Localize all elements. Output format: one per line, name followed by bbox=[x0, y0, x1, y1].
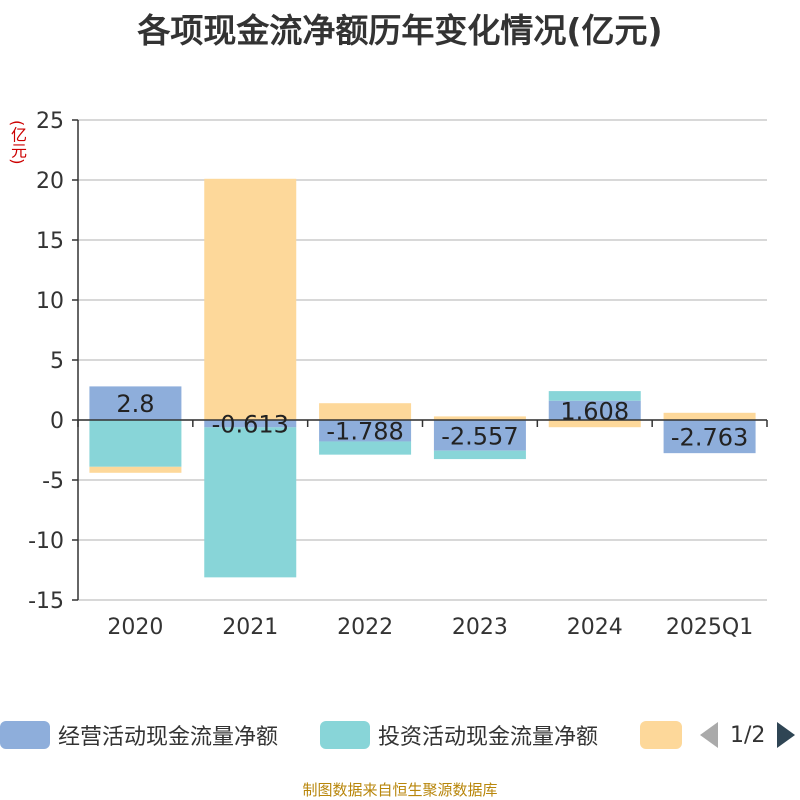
data-label-2025Q1: -2.763 bbox=[671, 424, 748, 452]
bar-2021-series-0[interactable] bbox=[204, 420, 297, 428]
chart-title: 各项现金流净额历年变化情况(亿元) bbox=[137, 11, 663, 50]
bar-2020-series-0[interactable] bbox=[89, 386, 182, 420]
data-label-2024: 1.608 bbox=[560, 397, 629, 425]
legend-page-indicator: 1/2 bbox=[730, 722, 766, 748]
legend-next-icon[interactable] bbox=[777, 722, 796, 748]
axes: 25 20 15 10 5 0 -5 -10 -15 2020 2021 2022 2023 2024 20… bbox=[28, 109, 768, 640]
bar-2023-series-1[interactable] bbox=[433, 450, 526, 460]
bar-2023-series-2[interactable] bbox=[433, 416, 526, 420]
bar-2022-series-1[interactable] bbox=[319, 441, 412, 455]
bar-2024-series-2[interactable] bbox=[548, 420, 641, 428]
bar-2024-series-1[interactable] bbox=[548, 391, 641, 401]
legend-pager: 1/2 bbox=[700, 720, 796, 750]
y-tick-label: -5 bbox=[42, 469, 64, 494]
x-tick-label: 2021 bbox=[222, 615, 278, 640]
x-tick-label: 2020 bbox=[107, 615, 163, 640]
bar-2025Q1-series-2[interactable] bbox=[663, 412, 756, 420]
data-label-2020: 2.8 bbox=[116, 390, 154, 418]
legend: 经营活动现金流量净额 投资活动现金流量净额 1/2 bbox=[0, 712, 800, 756]
legend-item-investing[interactable]: 投资活动现金流量净额 bbox=[320, 720, 598, 750]
data-label-2022: -1.788 bbox=[326, 418, 403, 446]
bar-2022-series-2[interactable] bbox=[319, 403, 412, 420]
x-tick-label: 2023 bbox=[452, 615, 508, 640]
bars bbox=[89, 178, 756, 578]
y-tick-label: -15 bbox=[28, 589, 64, 614]
bar-2020-series-2[interactable] bbox=[89, 466, 182, 473]
bar-2022-series-0[interactable] bbox=[319, 420, 412, 442]
bar-2024-series-0[interactable] bbox=[548, 400, 641, 420]
data-labels: 2.8 -0.613 -1.788 -2.557 1.608 -2.763 bbox=[116, 390, 748, 451]
bar-2020-series-1[interactable] bbox=[89, 420, 182, 467]
legend-label-operating: 经营活动现金流量净额 bbox=[58, 725, 279, 750]
legend-item-operating[interactable]: 经营活动现金流量净额 bbox=[0, 720, 278, 750]
y-tick-label: 5 bbox=[50, 349, 64, 374]
y-tick-label: 10 bbox=[36, 289, 64, 314]
y-tick-label: 25 bbox=[36, 109, 64, 134]
bar-2021-series-2[interactable] bbox=[204, 178, 297, 420]
legend-item-financing[interactable] bbox=[640, 720, 690, 750]
data-label-2023: -2.557 bbox=[441, 422, 518, 450]
y-axis-unit: (亿元) bbox=[8, 120, 27, 165]
x-tick-label: 2022 bbox=[337, 615, 393, 640]
y-tick-label: 20 bbox=[36, 169, 64, 194]
data-source-note: 制图数据来自恒生聚源数据库 bbox=[302, 781, 498, 799]
x-tick-label: 2024 bbox=[567, 615, 623, 640]
legend-swatch-operating bbox=[0, 721, 50, 749]
legend-swatch-financing bbox=[640, 721, 682, 749]
legend-swatch-investing bbox=[320, 721, 370, 749]
legend-label-investing: 投资活动现金流量净额 bbox=[378, 725, 599, 750]
data-label-2021: -0.613 bbox=[212, 411, 289, 439]
bar-2021-series-1[interactable] bbox=[204, 427, 297, 578]
legend-prev-icon[interactable] bbox=[700, 722, 718, 748]
bar-chart: 25 20 15 10 5 0 -5 -10 -15 2020 2021 2022 2023 2024 20… bbox=[28, 109, 768, 640]
bar-2025Q1-series-0[interactable] bbox=[663, 420, 756, 454]
y-tick-label: -10 bbox=[28, 529, 64, 554]
y-tick-label: 15 bbox=[36, 229, 64, 254]
grid-lines bbox=[78, 119, 767, 601]
x-tick-label: 2025Q1 bbox=[666, 615, 753, 640]
y-tick-label: 0 bbox=[50, 409, 64, 434]
bar-2023-series-0[interactable] bbox=[433, 420, 526, 451]
